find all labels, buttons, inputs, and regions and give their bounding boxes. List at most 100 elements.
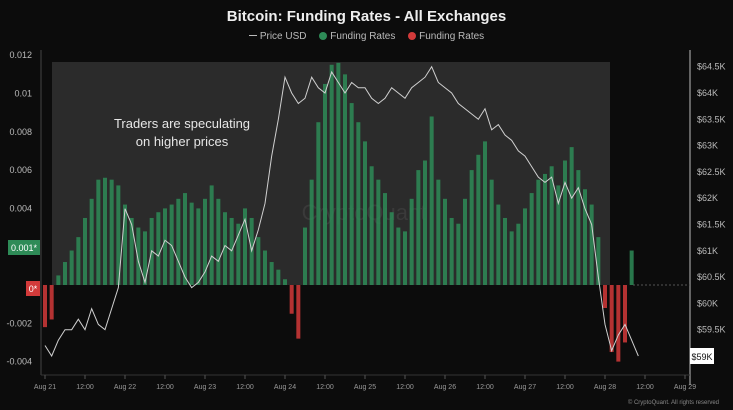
x-tick-label: Aug 26 [434,384,456,391]
funding-bar [329,64,334,286]
funding-bar [303,227,307,285]
y-right-tick: $63.5K [697,114,726,124]
funding-bar [43,285,47,328]
funding-bar [409,198,414,285]
funding-bar [549,166,554,285]
funding-bar [523,208,527,285]
funding-bar [283,279,287,285]
funding-bar [289,285,294,314]
legend: Price USD Funding Rates Funding Rates [0,31,733,42]
y-left-tick: 0.01 [14,89,32,99]
zero-marker [26,281,40,296]
funding-bar [116,185,121,285]
funding-bar [336,62,341,285]
x-tick-label: Aug 25 [354,384,376,391]
chart-title: Bitcoin: Funding Rates - All Exchanges [226,8,507,25]
funding-bar [356,122,361,285]
funding-bar [576,170,581,285]
funding-bar [209,185,214,285]
funding-bar [256,237,261,285]
funding-bar [463,198,467,285]
funding-bar [596,237,601,285]
y-right-tick: $63K [697,141,718,151]
x-tick-label: Aug 23 [194,384,216,391]
funding-bar [343,74,347,285]
funding-bar [63,262,67,285]
funding-bar [169,204,174,285]
funding-bar [536,179,541,285]
funding-bar [76,237,81,285]
funding-bar [529,193,534,285]
funding-bar [423,160,427,285]
legend-funding-positive[interactable]: Funding Rates [319,31,395,42]
y-right-tick: $61K [697,246,718,256]
funding-bar [383,193,387,285]
x-tick-label: Aug 29 [674,384,696,391]
y-right-tick: $62.5K [697,167,726,177]
funding-bar [123,204,127,285]
x-tick-label: Aug 21 [34,384,56,391]
x-tick-label: 12:00 [636,384,654,391]
funding-bar [156,212,161,285]
funding-bar [203,198,207,285]
legend-funding-negative[interactable]: Funding Rates [408,31,484,42]
y-left-tick: 0.004 [9,203,32,213]
y-left-tick: -0.004 [6,357,32,367]
y-right-tick: $60K [697,298,718,308]
funding-bar [189,202,194,285]
funding-bar [396,227,401,285]
green-dot-icon [319,32,328,40]
funding-bar [69,250,74,285]
funding-bar [563,160,567,285]
funding-bar [376,179,381,285]
funding-bar [489,179,494,285]
funding-bar [296,285,301,339]
funding-bar [416,170,421,285]
annotation-text: Traders are speculating [114,116,250,131]
legend-price[interactable]: Price USD [248,31,307,42]
legend-label: Funding Rates [330,31,396,42]
x-tick-label: Aug 27 [514,384,536,391]
funding-bar [316,122,321,285]
funding-bar [196,208,201,285]
funding-bar [109,179,114,285]
funding-bar [449,217,454,285]
x-tick-label: 12:00 [396,384,414,391]
y-left-tick: 0.012 [9,50,32,60]
funding-bar [163,208,167,285]
x-tick-label: Aug 24 [274,384,296,391]
funding-bar [216,198,221,285]
funding-bar [96,179,101,285]
funding-bar [629,250,634,285]
funding-bar [349,103,354,285]
funding-bar [609,285,614,353]
legend-label: Funding Rates [419,31,485,42]
funding-bar [456,223,461,285]
x-tick-label: Aug 28 [594,384,616,391]
funding-bar [496,204,501,285]
funding-bar [223,212,227,285]
funding-bar [229,217,234,285]
funding-bar [136,227,141,285]
x-tick-label: 12:00 [76,384,94,391]
y-right-tick: $64K [697,88,718,98]
funding-bar [569,147,574,285]
funding-bar [623,285,627,343]
funding-bar [476,154,481,285]
funding-bar [49,285,54,320]
red-dot-icon [408,32,417,40]
line-icon [248,35,257,36]
funding-bar [443,198,447,285]
funding-bar [56,275,61,285]
funding-bar [509,231,514,285]
price-line [44,65,639,358]
x-tick-label: 12:00 [316,384,334,391]
price-last-label: $59K [691,352,712,362]
funding-bar [429,116,434,285]
funding-last-marker [8,240,40,255]
funding-bar [269,262,274,285]
funding-bar [543,173,547,285]
funding-bar [363,141,367,285]
funding-bar [583,189,587,285]
y-right-tick: $64.5K [697,62,726,72]
